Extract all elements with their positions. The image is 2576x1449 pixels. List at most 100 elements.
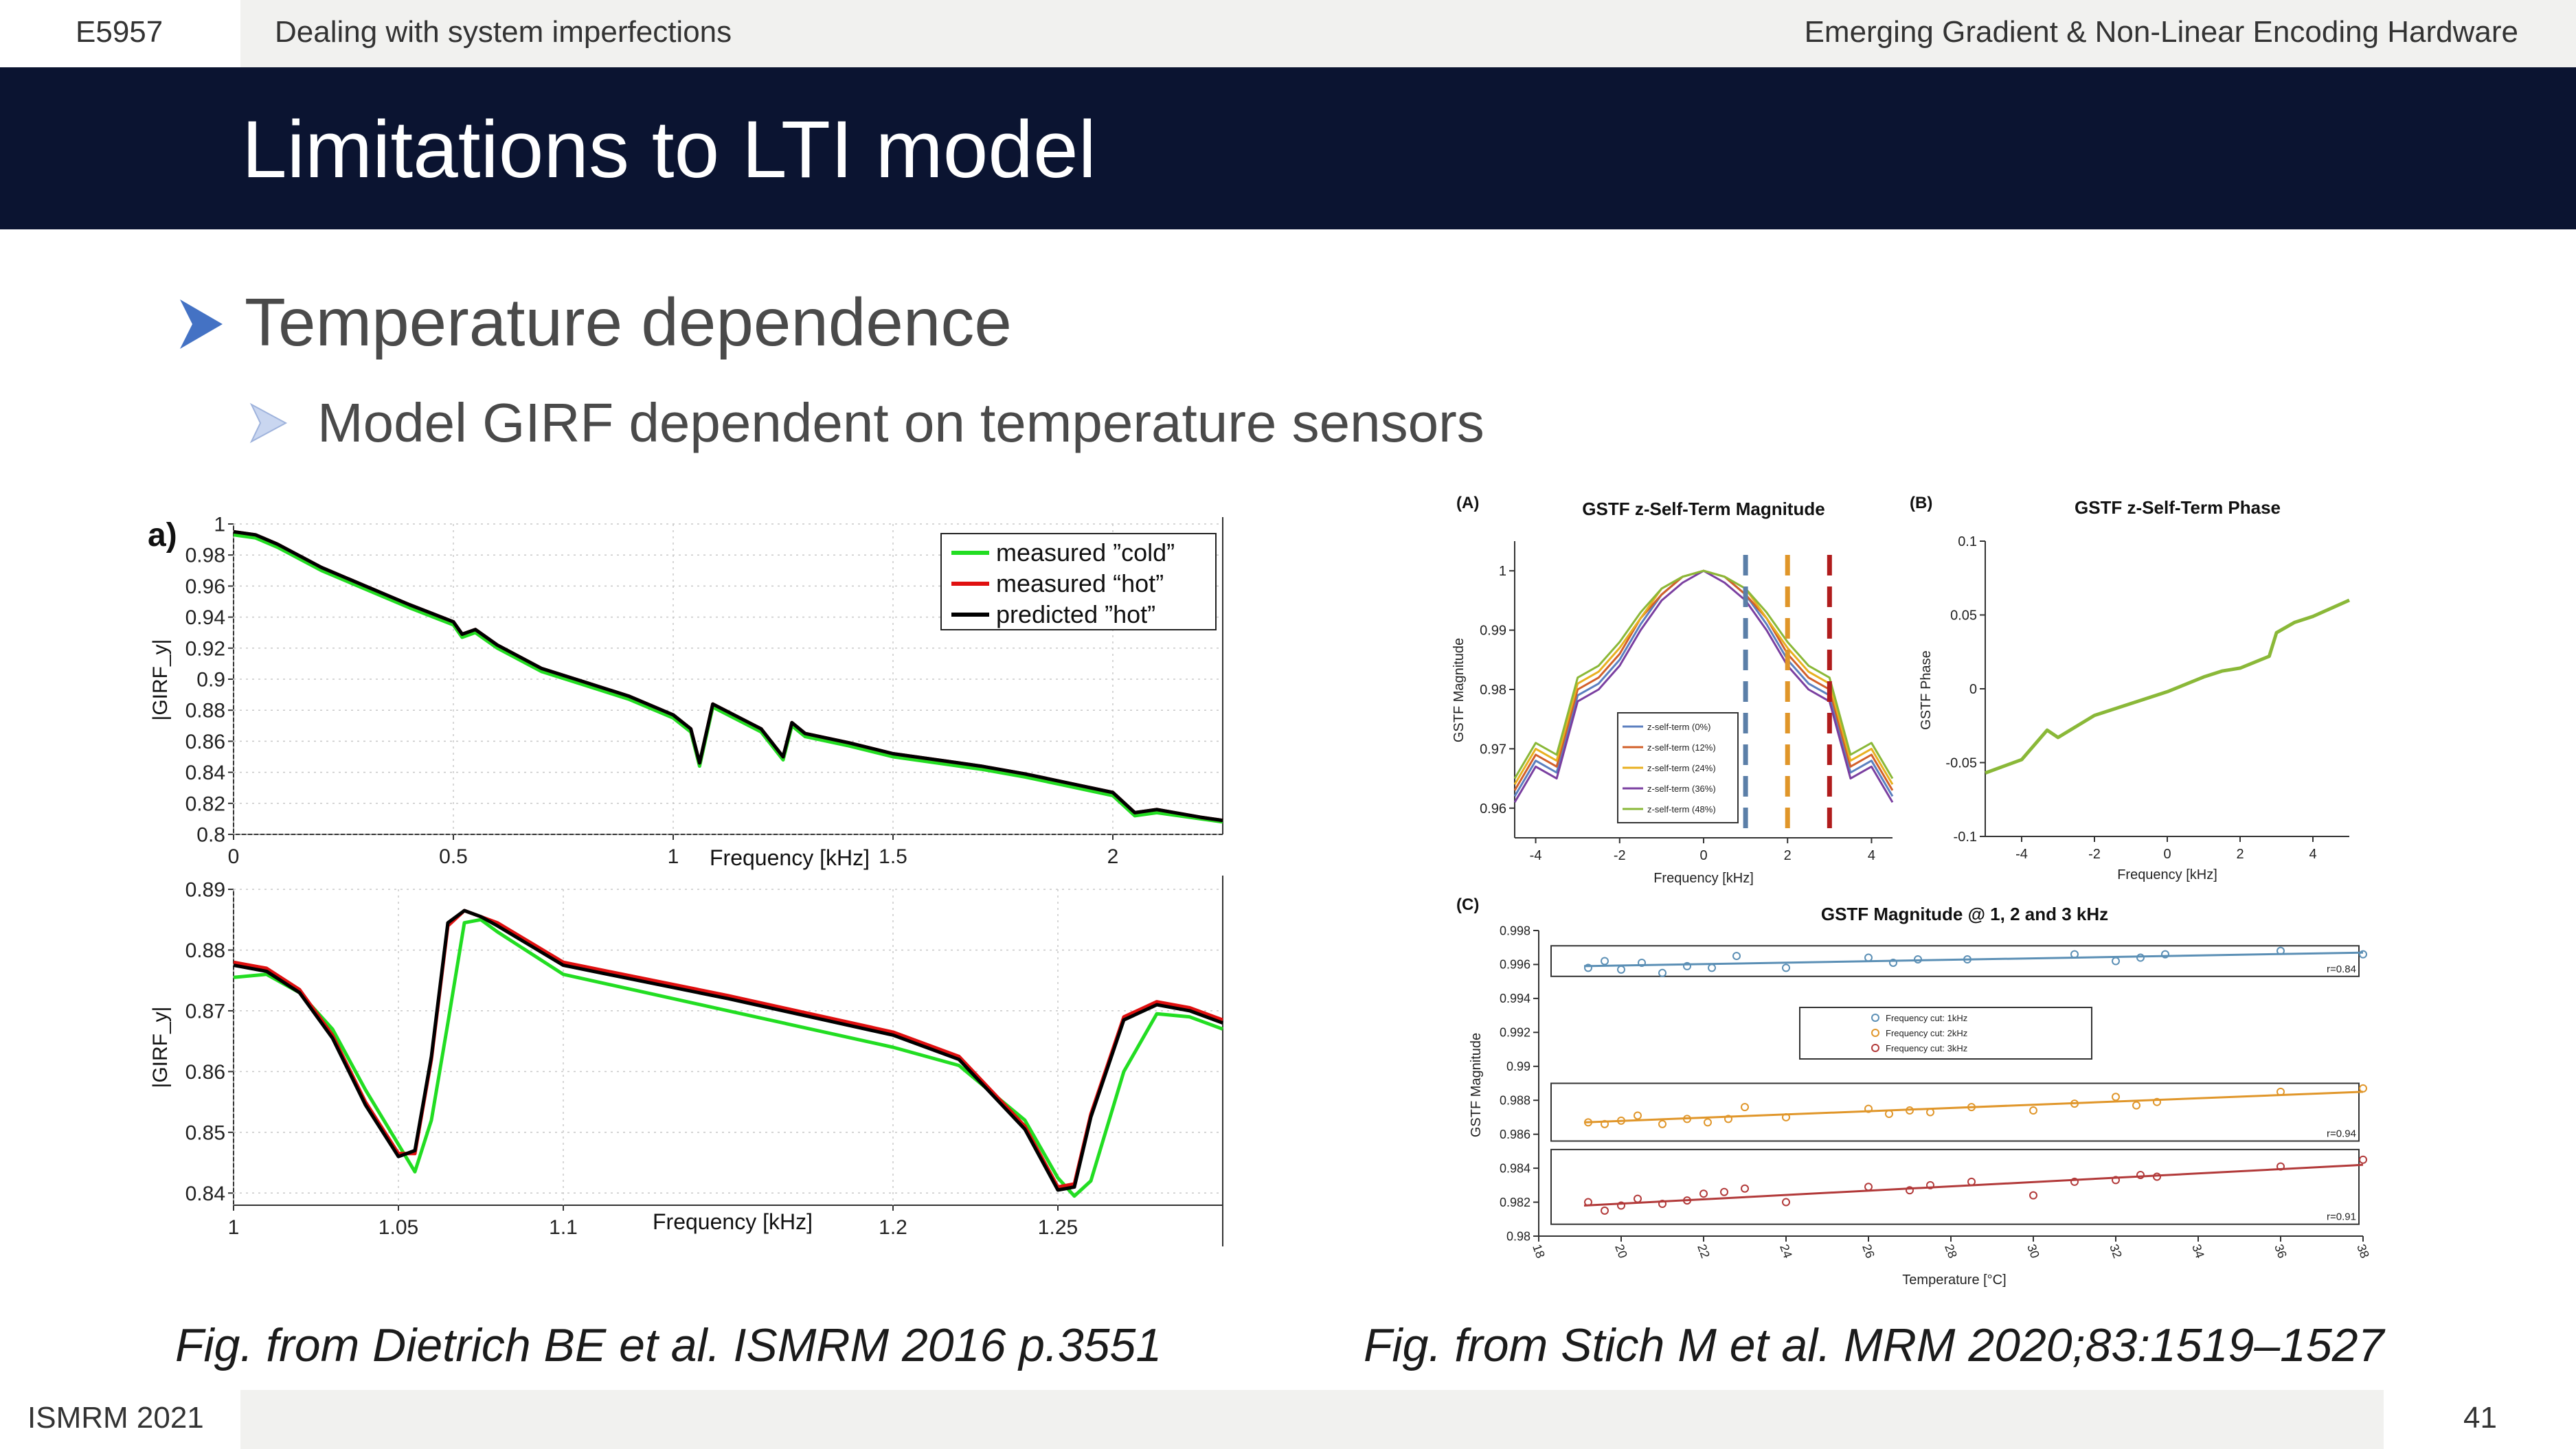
figure-right-charts: (A) GSTF z-Self-Term Magnitude10.990.980.…: [1451, 494, 2372, 1288]
panel-c-x-tick-label: 24: [1777, 1242, 1795, 1260]
panel-c-data-point: [1926, 1180, 1934, 1189]
panel-c-x-label: Temperature [°C]: [1902, 1273, 2006, 1288]
left-bottom-series-line-2: [233, 909, 1223, 1192]
panel-b-axes: 0.1 0.05 0 -0.05 -0.1 -4 -2 0 2 4: [1945, 534, 2349, 862]
panel-c-x-tick-label: 22: [1695, 1242, 1713, 1260]
panel-c-axes: 0.998 0.996 0.994 0.992 0.99 0.988 0.986 0.984 0…: [1500, 924, 2372, 1260]
panel-c-data-point: [1967, 1177, 1976, 1186]
panel-c-data-point: [2359, 1084, 2367, 1093]
session-title: Emerging Gradient & Non-Linear Encoding …: [1804, 15, 2518, 49]
panel-c-data-point: [1782, 1198, 1790, 1207]
panel-c-data-point: [1634, 1111, 1642, 1120]
left-top-x-tick-label: 1.5: [879, 845, 907, 868]
bullet-arrow-icon: [177, 297, 225, 352]
panel-c-data-point: [1724, 1115, 1732, 1123]
slide-title: Limitations to LTI model: [242, 104, 1096, 195]
panel-c-y-tick-label: 0.984: [1500, 1161, 1530, 1175]
panel-label-b: (B): [1910, 494, 1932, 512]
panel-c-data-point: [1732, 952, 1741, 961]
panel-a-legend-entry: z-self-term (36%): [1647, 784, 1716, 794]
panel-c-legend-marker: [1871, 1014, 1879, 1022]
panel-b-x-tick-label: 0: [2163, 847, 2171, 862]
caption-left: Fig. from Dietrich BE et al. ISMRM 2016 …: [175, 1319, 1162, 1371]
panel-c-data-point: [1914, 955, 1922, 964]
panel-c-fit-line: [1583, 1091, 2364, 1123]
panel-c-legend-marker: [1871, 1044, 1879, 1052]
panel-c-legend-entry: Frequency cut: 3kHz: [1886, 1043, 1967, 1053]
panel-c-data-point: [1617, 965, 1625, 974]
section-title: Dealing with system imperfections: [275, 15, 732, 49]
left-bottom-x-label: Frequency [kHz]: [653, 1209, 813, 1234]
panel-c-fit-label: r=0.84: [2327, 963, 2356, 975]
panel-b-x-tick-label: 2: [2236, 847, 2244, 862]
course-code-cell: [0, 0, 240, 67]
sub-bullet-arrow-icon: [249, 402, 289, 444]
panel-c-data-point: [1658, 1200, 1667, 1209]
panel-a-series-line-4: [1513, 569, 1894, 779]
left-top-y-tick-label: 0.96: [185, 575, 225, 598]
figure-left: a) 1 0.98 0.96 0.94 0.92 0.9 0.88 0.86 0.84 0.82 0.…: [134, 505, 1240, 1253]
panel-c-x-tick-label: 26: [1860, 1242, 1877, 1260]
panel-a-x-tick-label: 2: [1784, 848, 1792, 863]
panel-c-legend-entry: Frequency cut: 1kHz: [1886, 1013, 1967, 1023]
left-bottom-x-tick-label: 1: [228, 1216, 240, 1239]
panel-c-data-point: [1967, 1103, 1976, 1112]
panel-c-data-point: [2359, 1155, 2367, 1164]
panel-c-x-tick-label: 20: [1612, 1242, 1630, 1260]
panel-c-data-point: [2029, 1106, 2037, 1115]
panel-c-legend-entry: Frequency cut: 2kHz: [1886, 1028, 1967, 1038]
left-legend-entry: predicted ”hot”: [996, 600, 1155, 628]
left-bottom-x-tick-label: 1.05: [379, 1216, 418, 1239]
panel-a-legend: z-self-term (0%) z-self-term (12%) z-self-…: [1617, 712, 1739, 823]
panel-a-x-tick-label: -4: [1530, 848, 1542, 863]
panel-c-group-box: [1550, 1148, 2360, 1225]
left-top-y-tick-label: 0.94: [185, 606, 225, 629]
panel-c-data-point: [2153, 1097, 2161, 1106]
panel-c-x-tick-label: 36: [2272, 1242, 2290, 1260]
panel-a-x-label: Frequency [kHz]: [1653, 871, 1754, 886]
panel-a-x-tick-label: -2: [1614, 848, 1626, 863]
panel-b-title: GSTF z-Self-Term Phase: [2075, 497, 2281, 518]
panel-b-x-label: Frequency [kHz]: [2117, 867, 2217, 882]
panel-b-y-tick-label: 0: [1969, 682, 1977, 697]
panel-c-data-point: [2276, 946, 2285, 955]
panel-c-data-point: [1584, 1198, 1592, 1207]
panel-c-title: GSTF Magnitude @ 1, 2 and 3 kHz: [1821, 904, 2108, 924]
panel-b-y-tick-label: 0.05: [1950, 608, 1977, 624]
panel-c-data-point: [1864, 1183, 1873, 1191]
left-top-y-tick-label: 0.88: [185, 700, 225, 722]
panel-a-legend-entry: z-self-term (0%): [1647, 722, 1710, 732]
panel-c-data-point: [2276, 1162, 2285, 1171]
panel-c-x-tick-label: 30: [2024, 1242, 2042, 1260]
left-bottom-y-label: |GIRF_y|: [149, 1007, 172, 1088]
panel-c-data-point: [1885, 1110, 1893, 1118]
panel-c-data-point: [1889, 958, 1897, 967]
panel-c-data-point: [1584, 1118, 1592, 1127]
panel-c-x-tick-label: 34: [2189, 1242, 2207, 1260]
panel-c-data-point: [1683, 1196, 1691, 1205]
panel-b-x-tick-label: 4: [2309, 847, 2316, 862]
footer-conference: ISMRM 2021: [27, 1401, 204, 1435]
panel-c-data-point: [1658, 1119, 1667, 1128]
panel-c-data-point: [2112, 1176, 2120, 1185]
panel-c-data-point: [1683, 1115, 1691, 1123]
left-legend-entry: measured ”cold”: [996, 538, 1175, 567]
panel-c-fit-line: [1583, 951, 2364, 968]
left-top-x-tick-label: 0.5: [439, 845, 468, 868]
panel-c-data-point: [1906, 1186, 1914, 1195]
left-top-y-tick-label: 0.84: [185, 762, 225, 784]
panel-c-y-tick-label: 0.98: [1506, 1229, 1530, 1243]
panel-c-group-box: [1550, 1082, 2360, 1142]
panel-c-data-point: [1741, 1103, 1749, 1112]
left-bottom-series-line-1: [233, 909, 1223, 1189]
panel-c-data-point: [1782, 1113, 1790, 1121]
panel-a-legend-entry: z-self-term (48%): [1647, 804, 1716, 814]
panel-c-y-tick-label: 0.994: [1500, 992, 1530, 1005]
panel-c-data-point: [2132, 1101, 2140, 1110]
left-legend: measured ”cold”measured “hot” predicted ”…: [940, 533, 1217, 630]
panel-c-y-tick-label: 0.982: [1500, 1196, 1530, 1209]
panel-c-data-point: [1683, 961, 1691, 970]
panel-c-y-label: GSTF Magnitude: [1469, 1033, 1484, 1137]
panel-c-data-point: [1584, 963, 1592, 972]
panel-c-data-point: [2161, 950, 2169, 959]
